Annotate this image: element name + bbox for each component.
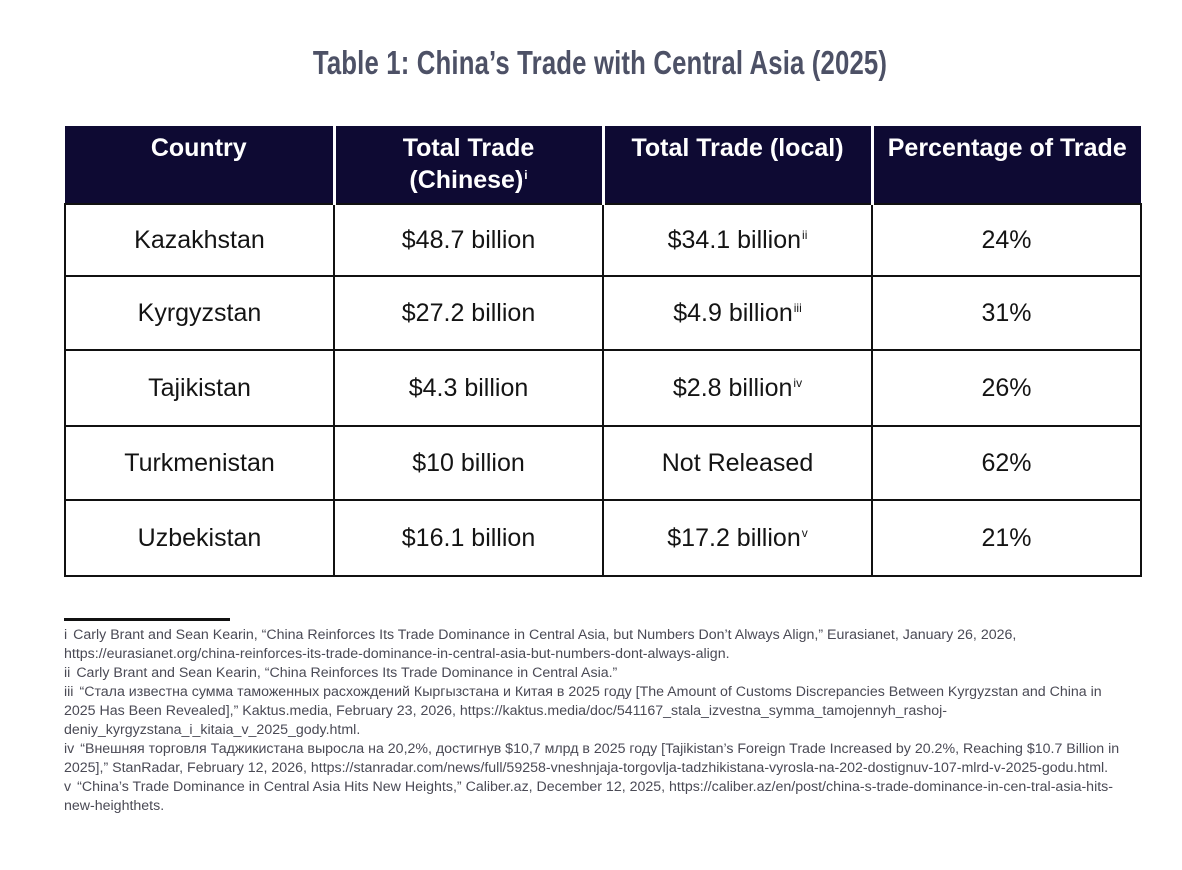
header-country: Country <box>65 126 336 204</box>
cell-trade-local: $34.1 billionii <box>602 203 873 277</box>
footnote-ref: i <box>524 168 528 182</box>
cell-trade-chinese: $48.7 billion <box>333 203 604 277</box>
footnotes: i Carly Brant and Sean Kearin, “China Rei… <box>64 626 1134 816</box>
cell-trade-chinese: $16.1 billion <box>333 499 604 577</box>
table-row: Kyrgyzstan $27.2 billion $4.9 billioniii… <box>64 275 1142 351</box>
footnote: iv “Внешняя торговля Таджикистана выросла… <box>64 740 1134 778</box>
footnote-marker: iv <box>64 741 75 757</box>
header-percentage: Percentage of Trade <box>870 126 1141 204</box>
cell-trade-chinese: $4.3 billion <box>333 349 604 427</box>
footnote: v “China’s Trade Dominance in Central Asi… <box>64 778 1134 816</box>
footnote-text: Carly Brant and Sean Kearin, “China Rein… <box>64 627 1017 662</box>
footnote: ii Carly Brant and Sean Kearin, “China Re… <box>64 664 1134 683</box>
footnote-marker: i <box>64 627 68 643</box>
footnote-marker: iii <box>64 684 74 700</box>
footnote: iii “Стала известна сумма таможенных расх… <box>64 683 1134 740</box>
header-total-trade-chinese: Total Trade (Chinese)i <box>332 126 605 204</box>
cell-trade-local: Not Released <box>602 425 873 501</box>
footnote-text: “Стала известна сумма таможенных расхожд… <box>64 684 1102 738</box>
footnote-ref: iv <box>793 375 803 390</box>
footnote-text: “China’s Trade Dominance in Central Asia… <box>64 779 1113 814</box>
footnote-divider <box>64 618 230 621</box>
footnote-text: “Внешняя торговля Таджикистана выросла н… <box>64 741 1120 776</box>
cell-trade-chinese: $10 billion <box>333 425 604 501</box>
cell-country: Turkmenistan <box>64 425 335 501</box>
footnote: i Carly Brant and Sean Kearin, “China Rei… <box>64 626 1134 664</box>
table-row: Turkmenistan $10 billion Not Released 62… <box>64 425 1142 501</box>
footnote-marker: ii <box>64 665 71 681</box>
cell-country: Uzbekistan <box>64 499 335 577</box>
table-row: Kazakhstan $48.7 billion $34.1 billionii… <box>64 203 1142 277</box>
cell-trade-local: $2.8 billioniv <box>602 349 873 427</box>
cell-percentage: 31% <box>871 275 1142 351</box>
cell-percentage: 24% <box>871 203 1142 277</box>
table-title: Table 1: China’s Trade with Central Asia… <box>312 44 888 81</box>
table-row: Tajikistan $4.3 billion $2.8 billioniv 2… <box>64 349 1142 427</box>
table-row: Uzbekistan $16.1 billion $17.2 billionv … <box>64 499 1142 577</box>
cell-trade-local: $17.2 billionv <box>602 499 873 577</box>
cell-trade-local: $4.9 billioniii <box>602 275 873 351</box>
footnote-text: Carly Brant and Sean Kearin, “China Rein… <box>76 665 618 681</box>
cell-country: Kazakhstan <box>64 203 335 277</box>
trade-table: Country Total Trade (Chinese)i Total Tra… <box>64 126 1142 577</box>
cell-percentage: 26% <box>871 349 1142 427</box>
footnote-ref: ii <box>802 227 808 242</box>
cell-country: Kyrgyzstan <box>64 275 335 351</box>
cell-percentage: 21% <box>871 499 1142 577</box>
footnote-marker: v <box>64 779 72 795</box>
footnote-ref: v <box>801 525 808 540</box>
cell-trade-chinese: $27.2 billion <box>333 275 604 351</box>
table-header-row: Country Total Trade (Chinese)i Total Tra… <box>65 126 1141 204</box>
cell-country: Tajikistan <box>64 349 335 427</box>
footnote-ref: iii <box>793 300 802 315</box>
header-total-trade-local: Total Trade (local) <box>601 126 874 204</box>
cell-percentage: 62% <box>871 425 1142 501</box>
